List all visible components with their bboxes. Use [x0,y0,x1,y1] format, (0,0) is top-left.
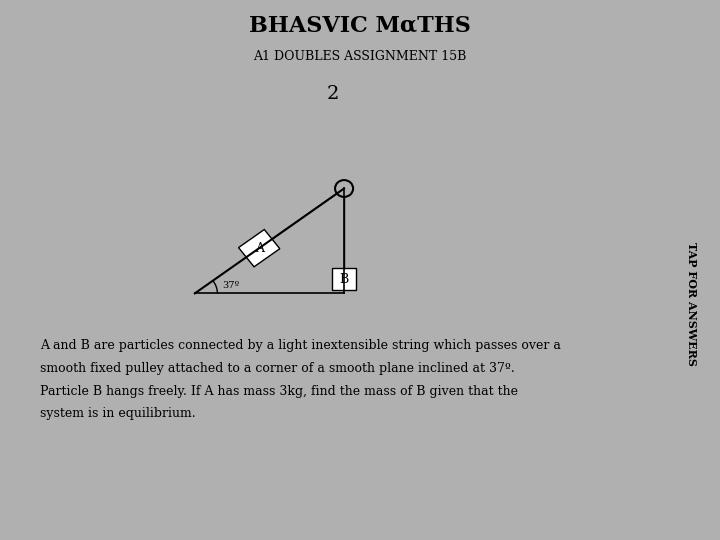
Bar [238,230,280,267]
Bar [332,268,356,291]
Text: A1 DOUBLES ASSIGNMENT 15B: A1 DOUBLES ASSIGNMENT 15B [253,50,467,63]
Text: 2: 2 [327,85,339,103]
Text: A: A [255,242,264,255]
Text: 37º: 37º [222,281,240,290]
Text: Particle B hangs freely. If A has mass 3kg, find the mass of B given that the: Particle B hangs freely. If A has mass 3… [40,384,518,397]
Text: system is in equilibrium.: system is in equilibrium. [40,407,196,420]
Text: BHASVIC MαTHS: BHASVIC MαTHS [249,15,471,37]
Text: smooth fixed pulley attached to a corner of a smooth plane inclined at 37º.: smooth fixed pulley attached to a corner… [40,362,515,375]
Text: TAP FOR ANSWERS: TAP FOR ANSWERS [685,242,697,366]
Text: B: B [339,273,348,286]
Text: A and B are particles connected by a light inextensible string which passes over: A and B are particles connected by a lig… [40,339,561,352]
